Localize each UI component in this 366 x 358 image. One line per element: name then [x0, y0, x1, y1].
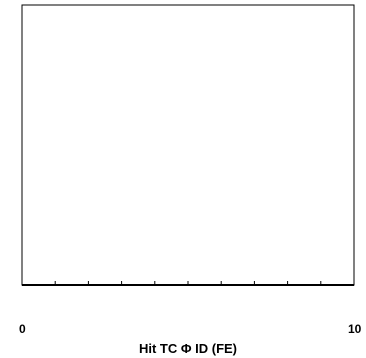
x-minor-ticks — [21, 280, 355, 285]
plot-area — [21, 4, 355, 286]
x-axis-label: Hit TC Φ ID (FE) — [139, 341, 237, 356]
x-tick-label: 10 — [348, 322, 362, 336]
x-tick-label: 0 — [19, 322, 26, 336]
x-tick-labels: 0 10 — [19, 322, 362, 336]
